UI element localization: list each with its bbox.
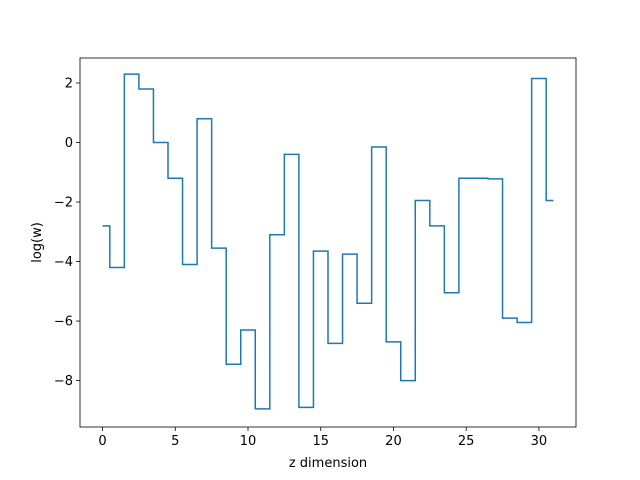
x-tick-label: 5 [171,434,179,449]
x-tick-label: 25 [458,434,475,449]
x-tick-label: 20 [385,434,402,449]
y-tick-label: −2 [54,196,73,211]
y-tick-label: −8 [54,374,73,389]
x-tick-label: 0 [98,434,106,449]
x-axis-label: z dimension [289,456,367,471]
y-tick-label: −4 [54,255,73,270]
y-tick-label: −6 [54,315,73,330]
plot-frame [79,57,577,428]
x-tick-label: 15 [312,434,329,449]
y-tick-label: 2 [65,76,73,91]
series-line-1 [102,73,554,410]
y-axis-label: log(w) [30,222,45,263]
x-tick-label: 30 [531,434,548,449]
x-tick-label: 10 [240,434,257,449]
y-tick-label: 0 [65,136,73,151]
